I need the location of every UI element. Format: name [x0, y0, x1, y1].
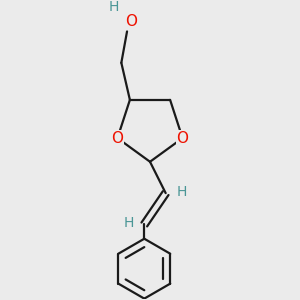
Text: H: H [109, 0, 119, 14]
Text: H: H [176, 185, 187, 199]
Text: O: O [176, 130, 188, 146]
Text: O: O [112, 130, 124, 146]
Text: O: O [125, 14, 137, 29]
Text: H: H [123, 216, 134, 230]
